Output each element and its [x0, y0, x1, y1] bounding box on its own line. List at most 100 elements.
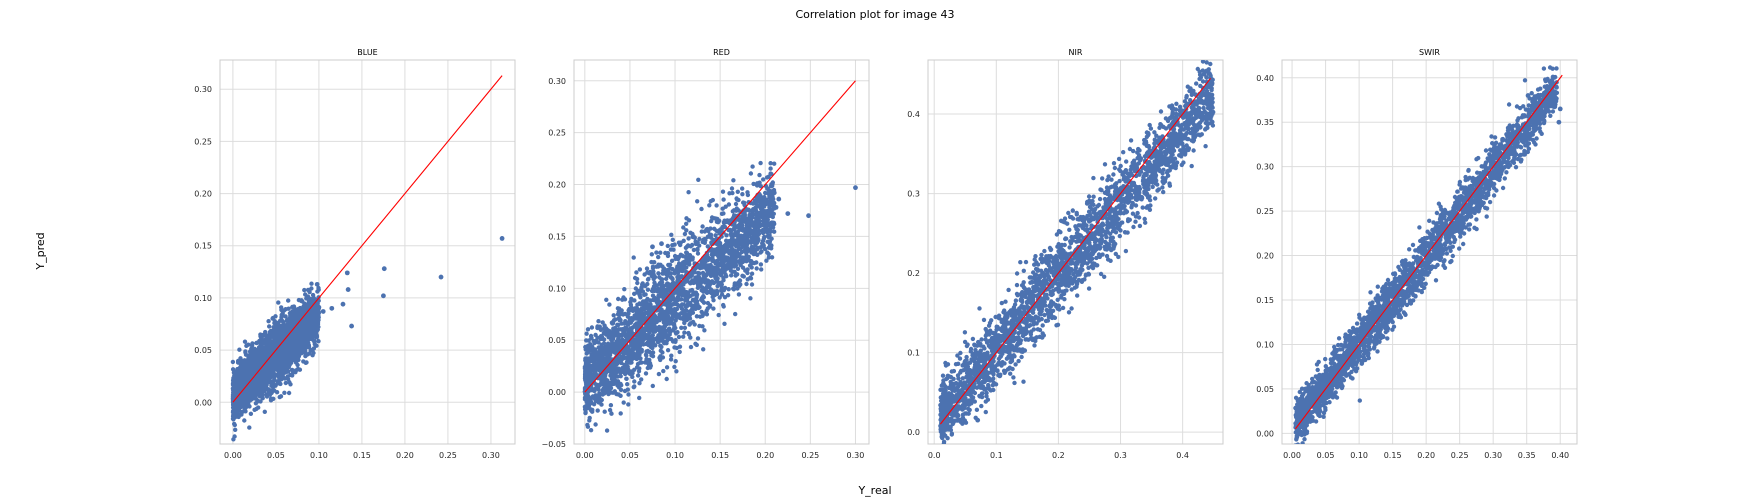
- scatter-point: [316, 304, 322, 310]
- y-tick-label: 0.05: [548, 336, 566, 345]
- scatter-point: [1557, 106, 1563, 112]
- y-tick-label: 0.1: [907, 349, 920, 358]
- x-tick-label: 0.20: [1417, 451, 1435, 460]
- y-tick-label: 0.4: [907, 110, 920, 119]
- y-tick-label: 0.15: [548, 232, 566, 241]
- y-tick-label: 0.2: [907, 269, 920, 278]
- scatter-point: [320, 309, 326, 314]
- x-tick-label: 0.40: [1551, 451, 1569, 460]
- scatter-points: [938, 60, 1216, 444]
- y-tick-label: 0.0: [907, 428, 920, 437]
- scatter-point: [381, 266, 387, 272]
- x-tick-label: 0.00: [224, 451, 242, 460]
- x-tick-label: 0.30: [847, 451, 865, 460]
- y-tick-label: 0.40: [1256, 74, 1274, 83]
- scatter-point: [314, 281, 320, 287]
- x-tick-label: 0.15: [1384, 451, 1402, 460]
- y-tick-label: −0.05: [541, 440, 566, 449]
- y-tick-label: 0.35: [1256, 118, 1274, 127]
- x-tick-label: 0.1: [990, 451, 1003, 460]
- scatter-point: [345, 287, 351, 292]
- subplot-swir: 0.00 0.05 0.10 0.15 0.20 0.25 0.30 0.35 0.40 0.00…: [1256, 48, 1578, 460]
- y-tick-label: 0.3: [907, 190, 920, 199]
- scatter-point: [853, 185, 858, 191]
- scatter-point: [344, 270, 350, 276]
- identity-line: [232, 75, 503, 403]
- x-tick-label: 0.05: [621, 451, 639, 460]
- y-tick-label: 0.15: [1256, 296, 1274, 305]
- y-tick-label: 0.15: [194, 242, 212, 251]
- y-tick-label: 0.30: [548, 77, 566, 86]
- scatter-point: [785, 211, 791, 217]
- scatter-point: [767, 202, 773, 208]
- x-tick-label: 0.25: [801, 451, 819, 460]
- scatter-point: [650, 244, 655, 250]
- x-tick-label: 0.4: [1176, 451, 1189, 460]
- scatter-point: [1541, 110, 1546, 116]
- y-tick-label: 0.20: [194, 190, 212, 199]
- y-tick-label: 0.10: [194, 294, 212, 303]
- x-tick-label: 0.00: [576, 451, 594, 460]
- scatter-point: [1556, 119, 1562, 125]
- plot-frame: [927, 59, 1224, 445]
- y-tick-label: 0.10: [1256, 340, 1274, 349]
- y-tick-label: 0.25: [194, 137, 212, 146]
- scatter-point: [340, 301, 346, 307]
- scatter-point: [1390, 310, 1396, 316]
- x-tick-label: 0.10: [1350, 451, 1368, 460]
- scatter-point: [499, 236, 505, 241]
- x-tick-label: 0.35: [1518, 451, 1536, 460]
- x-tick-label: 0.25: [1451, 451, 1469, 460]
- scatter-point: [1167, 115, 1173, 121]
- x-tick-label: 0.30: [1484, 451, 1502, 460]
- scatter-point: [659, 241, 664, 247]
- y-tick-label: 0.30: [1256, 163, 1274, 172]
- plot-frame: [1281, 59, 1578, 445]
- scatter-cloud: [938, 60, 1216, 444]
- scatter-point: [771, 190, 777, 196]
- scatter-cloud: [582, 160, 777, 433]
- x-tick-label: 0.10: [310, 451, 328, 460]
- scatter-point: [1208, 105, 1213, 111]
- x-tick-label: 0.2: [1052, 451, 1065, 460]
- x-tick-label: 0.3: [1114, 451, 1127, 460]
- x-tick-label: 0.05: [267, 451, 285, 460]
- scatter-point: [773, 204, 779, 210]
- scatter-point: [438, 274, 444, 280]
- scatter-point: [1525, 93, 1531, 98]
- scatter-cloud: [230, 281, 321, 442]
- scatter-point: [349, 323, 354, 329]
- x-tick-label: 0.0: [928, 451, 941, 460]
- scatter-points: [230, 236, 505, 442]
- panel-title: RED: [713, 48, 730, 57]
- identity-line: [1294, 74, 1563, 430]
- y-tick-label: 0.30: [194, 85, 212, 94]
- y-tick-label: 0.05: [194, 346, 212, 355]
- scatter-point: [975, 417, 981, 423]
- panel-title: NIR: [1069, 48, 1083, 57]
- y-tick-label: 0.00: [548, 388, 566, 397]
- y-tick-label: 0.00: [194, 398, 212, 407]
- x-tick-label: 0.10: [666, 451, 684, 460]
- x-tick-label: 0.00: [1283, 451, 1301, 460]
- y-tick-label: 0.20: [1256, 252, 1274, 261]
- x-axis-label: Y_real: [857, 484, 891, 497]
- plot-frame: [219, 59, 516, 445]
- scatter-point: [776, 196, 782, 202]
- subplot-red: 0.00 0.05 0.10 0.15 0.20 0.25 0.30 −0.05 0.00 0.0…: [541, 48, 870, 460]
- identity-line: [939, 77, 1212, 425]
- y-tick-label: 0.20: [548, 181, 566, 190]
- y-tick-label: 0.05: [1256, 385, 1274, 394]
- subplot-blue: 0.00 0.05 0.10 0.15 0.20 0.25 0.30 0.00 0.05 0.10…: [194, 48, 516, 460]
- scatter-point: [806, 213, 811, 219]
- figure-title: Correlation plot for image 43: [795, 8, 954, 21]
- x-tick-label: 0.30: [482, 451, 500, 460]
- scatter-point: [1205, 102, 1210, 107]
- subplot-nir: 0.0 0.1 0.2 0.3 0.4 0.0 0.1 0.2 0.3 0.4 NIR: [907, 48, 1224, 460]
- scatter-points: [582, 160, 858, 433]
- panel-title: BLUE: [357, 48, 377, 57]
- plot-frame: [573, 59, 870, 445]
- x-tick-label: 0.20: [396, 451, 414, 460]
- x-tick-label: 0.20: [756, 451, 774, 460]
- scatter-point: [329, 305, 335, 311]
